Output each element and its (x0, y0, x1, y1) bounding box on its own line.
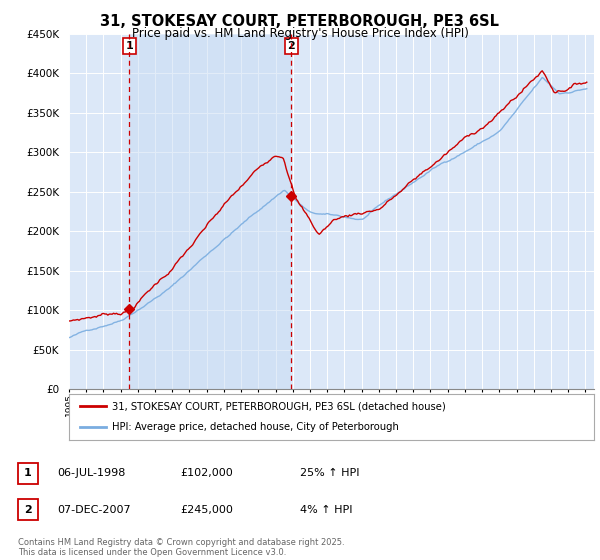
Text: Contains HM Land Registry data © Crown copyright and database right 2025.
This d: Contains HM Land Registry data © Crown c… (18, 538, 344, 557)
Text: HPI: Average price, detached house, City of Peterborough: HPI: Average price, detached house, City… (112, 422, 399, 432)
Text: 2: 2 (24, 505, 32, 515)
Text: 31, STOKESAY COURT, PETERBOROUGH, PE3 6SL: 31, STOKESAY COURT, PETERBOROUGH, PE3 6S… (101, 14, 499, 29)
Text: 4% ↑ HPI: 4% ↑ HPI (300, 505, 353, 515)
Text: £245,000: £245,000 (180, 505, 233, 515)
Text: 25% ↑ HPI: 25% ↑ HPI (300, 468, 359, 478)
Bar (129, 34, 292, 389)
Text: 1: 1 (24, 468, 32, 478)
Text: 07-DEC-2007: 07-DEC-2007 (57, 505, 131, 515)
Text: £102,000: £102,000 (180, 468, 233, 478)
Text: 1: 1 (125, 41, 133, 51)
Text: Price paid vs. HM Land Registry's House Price Index (HPI): Price paid vs. HM Land Registry's House … (131, 27, 469, 40)
Text: 06-JUL-1998: 06-JUL-1998 (57, 468, 125, 478)
Text: 2: 2 (287, 41, 295, 51)
Bar (129, 34, 292, 389)
Text: 31, STOKESAY COURT, PETERBOROUGH, PE3 6SL (detached house): 31, STOKESAY COURT, PETERBOROUGH, PE3 6S… (112, 401, 446, 411)
